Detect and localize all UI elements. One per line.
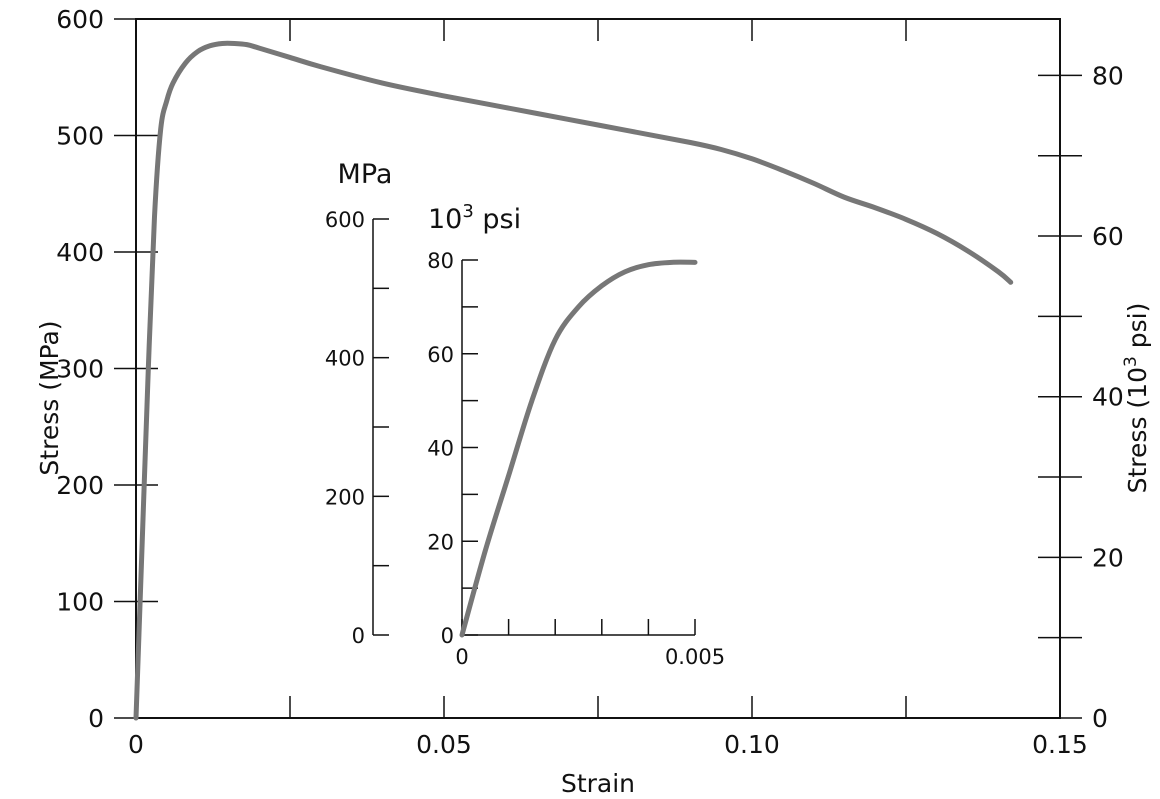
main-axis-ticks [114,18,1082,719]
y-tick-label-right: 20 [1092,543,1124,572]
y-tick-label-right: 60 [1092,222,1124,251]
inset-unit-exponent: 3 [462,201,473,222]
x-tick-label: 0.05 [416,730,472,759]
main-plot: 0 0.05 0.10 0.15010020030040050060002040608… [56,5,1124,759]
x-tick-label: 0 [128,730,144,759]
inset-left-tick-label: 400 [325,347,365,371]
y-tick-label-right: 0 [1092,704,1108,733]
y2-title-prefix: Stress (10 [1123,367,1152,493]
y2-title-exponent: 3 [1121,356,1141,367]
y-tick-label-left: 100 [56,588,104,617]
inset-left-unit-label: MPa [338,159,393,190]
x-axis-title: Strain [561,769,635,798]
x-tick-label: 0.10 [724,730,780,759]
y-axis-title-right: Stress (103 psi) [1121,303,1152,494]
inset-psi-tick-label: 60 [427,343,454,367]
inset-x-tick-label: 0.005 [665,645,725,669]
main-tick-labels: 0 0.05 0.10 0.15010020030040050060002040608… [56,5,1124,759]
y-tick-label-right: 40 [1092,383,1124,412]
y-tick-label-left: 600 [56,5,104,34]
y-axis-title-left: Stress (MPa) [35,320,64,475]
inset-right-unit-label: 103 psi [428,201,521,235]
y-tick-label-left: 400 [56,238,104,267]
inset-psi-tick-label: 20 [427,530,454,554]
y-tick-label-left: 300 [56,355,104,384]
inset-psi-tick-label: 80 [427,249,454,273]
x-tick-label: 0.15 [1032,730,1088,759]
y2-title-suffix: psi) [1123,303,1152,357]
inset-left-tick-label: 200 [325,485,365,509]
y-tick-label-right: 80 [1092,61,1124,90]
y-tick-label-left: 500 [56,122,104,151]
y-tick-label-left: 200 [56,471,104,500]
inset-x-tick-label: 0 [455,645,468,669]
main-stress-strain-curve [133,40,1014,721]
inset-psi-tick-label: 0 [441,624,454,648]
inset-plot: 0 200 400 600 0 20 40 60 80 0 0.005 MPa 103 psi [325,159,725,669]
inset-unit-suffix: psi [474,204,521,235]
y-tick-label-left: 0 [88,704,104,733]
inset-psi-tick-label: 40 [427,437,454,461]
inset-left-tick-label: 0 [352,624,365,648]
inset-tick-labels: 0 200 400 600 0 20 40 60 80 0 0.005 [325,208,725,669]
inset-axes [372,218,696,636]
inset-stress-strain-curve [459,259,698,638]
inset-left-tick-label: 600 [325,208,365,232]
inset-unit-base: 10 [428,204,462,235]
